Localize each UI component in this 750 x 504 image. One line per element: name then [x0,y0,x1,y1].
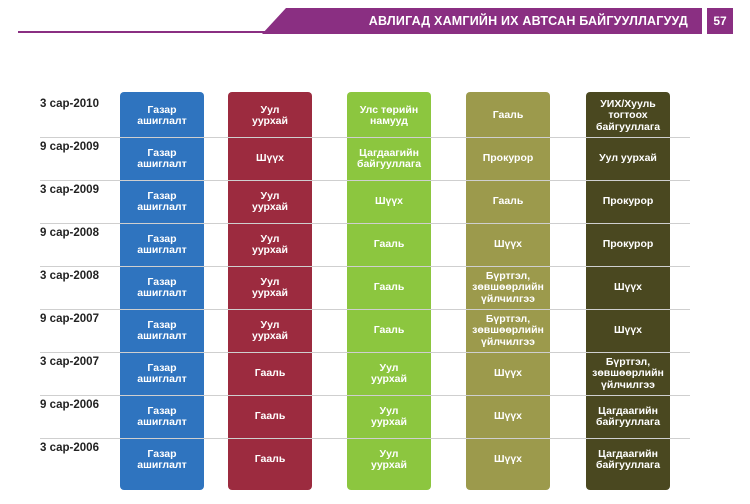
table-cell: Гааль [254,367,286,380]
table-cell: Газар ашиглалт [137,318,187,342]
table-cell: Гааль [373,238,405,251]
table-cell: Уул уурхай [371,404,407,428]
page-number: 57 [707,8,733,34]
table-cell: УИХ/Хууль тогтоох байгууллага [595,97,661,133]
table-cell: Шүүх [374,195,404,208]
row-separator [40,438,690,439]
table-cell: Гааль [492,195,524,208]
row-period-label: 3 сар-2010 [40,98,99,110]
table-cell: Уул уурхай [252,275,288,299]
row-period-label: 3 сар-2008 [40,270,99,282]
table-cell: Гааль [492,109,524,122]
header-banner: АВЛИГАД ХАМГИЙН ИХ АВТСАН БАЙГУУЛЛАГУУД [262,8,702,34]
row-period-label: 9 сар-2009 [40,141,99,153]
table-cell: Прокурор [602,195,654,208]
column-1 [120,92,204,490]
table-cell: Цагдаагийн байгууллага [356,146,422,170]
table-cell: Шүүх [493,238,523,251]
table-cell: Газар ашиглалт [137,189,187,213]
table-cell: Газар ашиглалт [137,361,187,385]
column-2 [228,92,312,490]
row-separator [40,266,690,267]
row-separator [40,180,690,181]
table-cell: Гааль [254,453,286,466]
table-cell: Гааль [373,324,405,337]
table-cell: Гааль [373,281,405,294]
header-rule [18,31,418,33]
table-cell: Шүүх [613,281,643,294]
table-cell: Шүүх [613,324,643,337]
table-cell: Уул уурхай [371,361,407,385]
table-cell: Газар ашиглалт [137,447,187,471]
table-cell: Уул уурхай [252,189,288,213]
row-separator [40,223,690,224]
row-period-label: 9 сар-2006 [40,399,99,411]
table-cell: Улс төрийн намууд [359,103,419,127]
row-separator [40,352,690,353]
column-4 [466,92,550,490]
table-cell: Уул уурхай [371,447,407,471]
row-period-label: 3 сар-2009 [40,184,99,196]
table-cell: Уул уурхай [599,152,657,165]
table-cell: Газар ашиглалт [137,232,187,256]
row-period-label: 9 сар-2007 [40,313,99,325]
row-separator [40,395,690,396]
table-cell: Бүртгэл, зөвшөөрлийн үйлчилгээ [472,269,544,305]
table-cell: Цагдаагийн байгууллага [595,447,661,471]
table-cell: Цагдаагийн байгууллага [595,404,661,428]
table-cell: Уул уурхай [252,318,288,342]
table-cell: Газар ашиглалт [137,404,187,428]
column-3 [347,92,431,490]
table-cell: Шүүх [493,367,523,380]
table-cell: Газар ашиглалт [137,275,187,299]
table-cell: Бүртгэл, зөвшөөрлийн үйлчилгээ [472,312,544,348]
table-cell: Прокурор [482,152,534,165]
table-cell: Шүүх [493,453,523,466]
row-period-label: 3 сар-2006 [40,442,99,454]
table-cell: Газар ашиглалт [137,103,187,127]
row-separator [40,309,690,310]
column-5 [586,92,670,490]
table-cell: Уул уурхай [252,103,288,127]
table-cell: Шүүх [255,152,285,165]
row-period-label: 3 сар-2007 [40,356,99,368]
table-cell: Прокурор [602,238,654,251]
table-cell: Шүүх [493,410,523,423]
row-separator [40,137,690,138]
page-title: АВЛИГАД ХАМГИЙН ИХ АВТСАН БАЙГУУЛЛАГУУД [368,14,688,28]
table-cell: Газар ашиглалт [137,146,187,170]
table-cell: Уул уурхай [252,232,288,256]
table-cell: Гааль [254,410,286,423]
table-cell: Бүртгэл, зөвшөөрлийн үйлчилгээ [592,355,664,391]
row-period-label: 9 сар-2008 [40,227,99,239]
